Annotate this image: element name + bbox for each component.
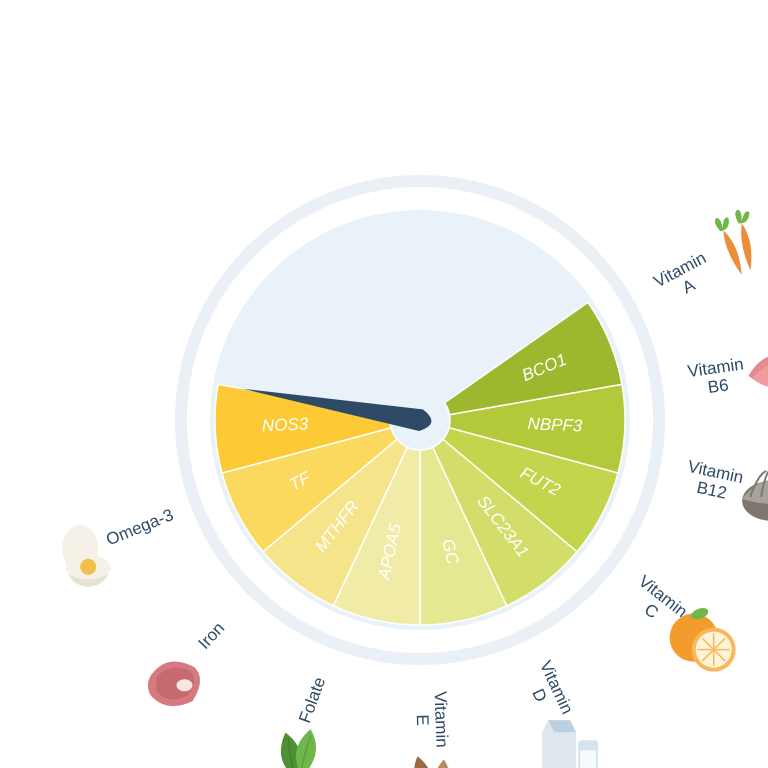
nutrient-label: Iron: [194, 618, 228, 652]
spinach-icon: [277, 727, 321, 768]
nutrient-label: VitaminA: [651, 248, 718, 308]
milk-icon: [542, 720, 598, 768]
nutrient-label: Omega-3: [103, 505, 176, 549]
carrot-icon: [714, 208, 758, 277]
nutrient-label: VitaminB12: [682, 457, 745, 506]
egg-icon: [62, 525, 110, 587]
nutrient-label: VitaminE: [412, 691, 452, 749]
nutrient-label: VitaminD: [519, 658, 577, 725]
nutrient-label: VitaminB6: [686, 354, 747, 399]
clam-icon: [742, 471, 768, 521]
almond-icon: [410, 755, 452, 768]
pointer-hub: [414, 414, 426, 426]
meat-icon: [148, 662, 200, 707]
nutrition-gene-wheel: BCO1NBPF3FUT2SLC23A1GCAPOA5MTHFRTFNOS3Vi…: [0, 0, 768, 768]
gene-label: NBPF3: [527, 414, 583, 435]
gene-label: NOS3: [262, 414, 310, 435]
nutrient-label: Folate: [295, 675, 329, 726]
salmon-icon: [748, 351, 768, 389]
